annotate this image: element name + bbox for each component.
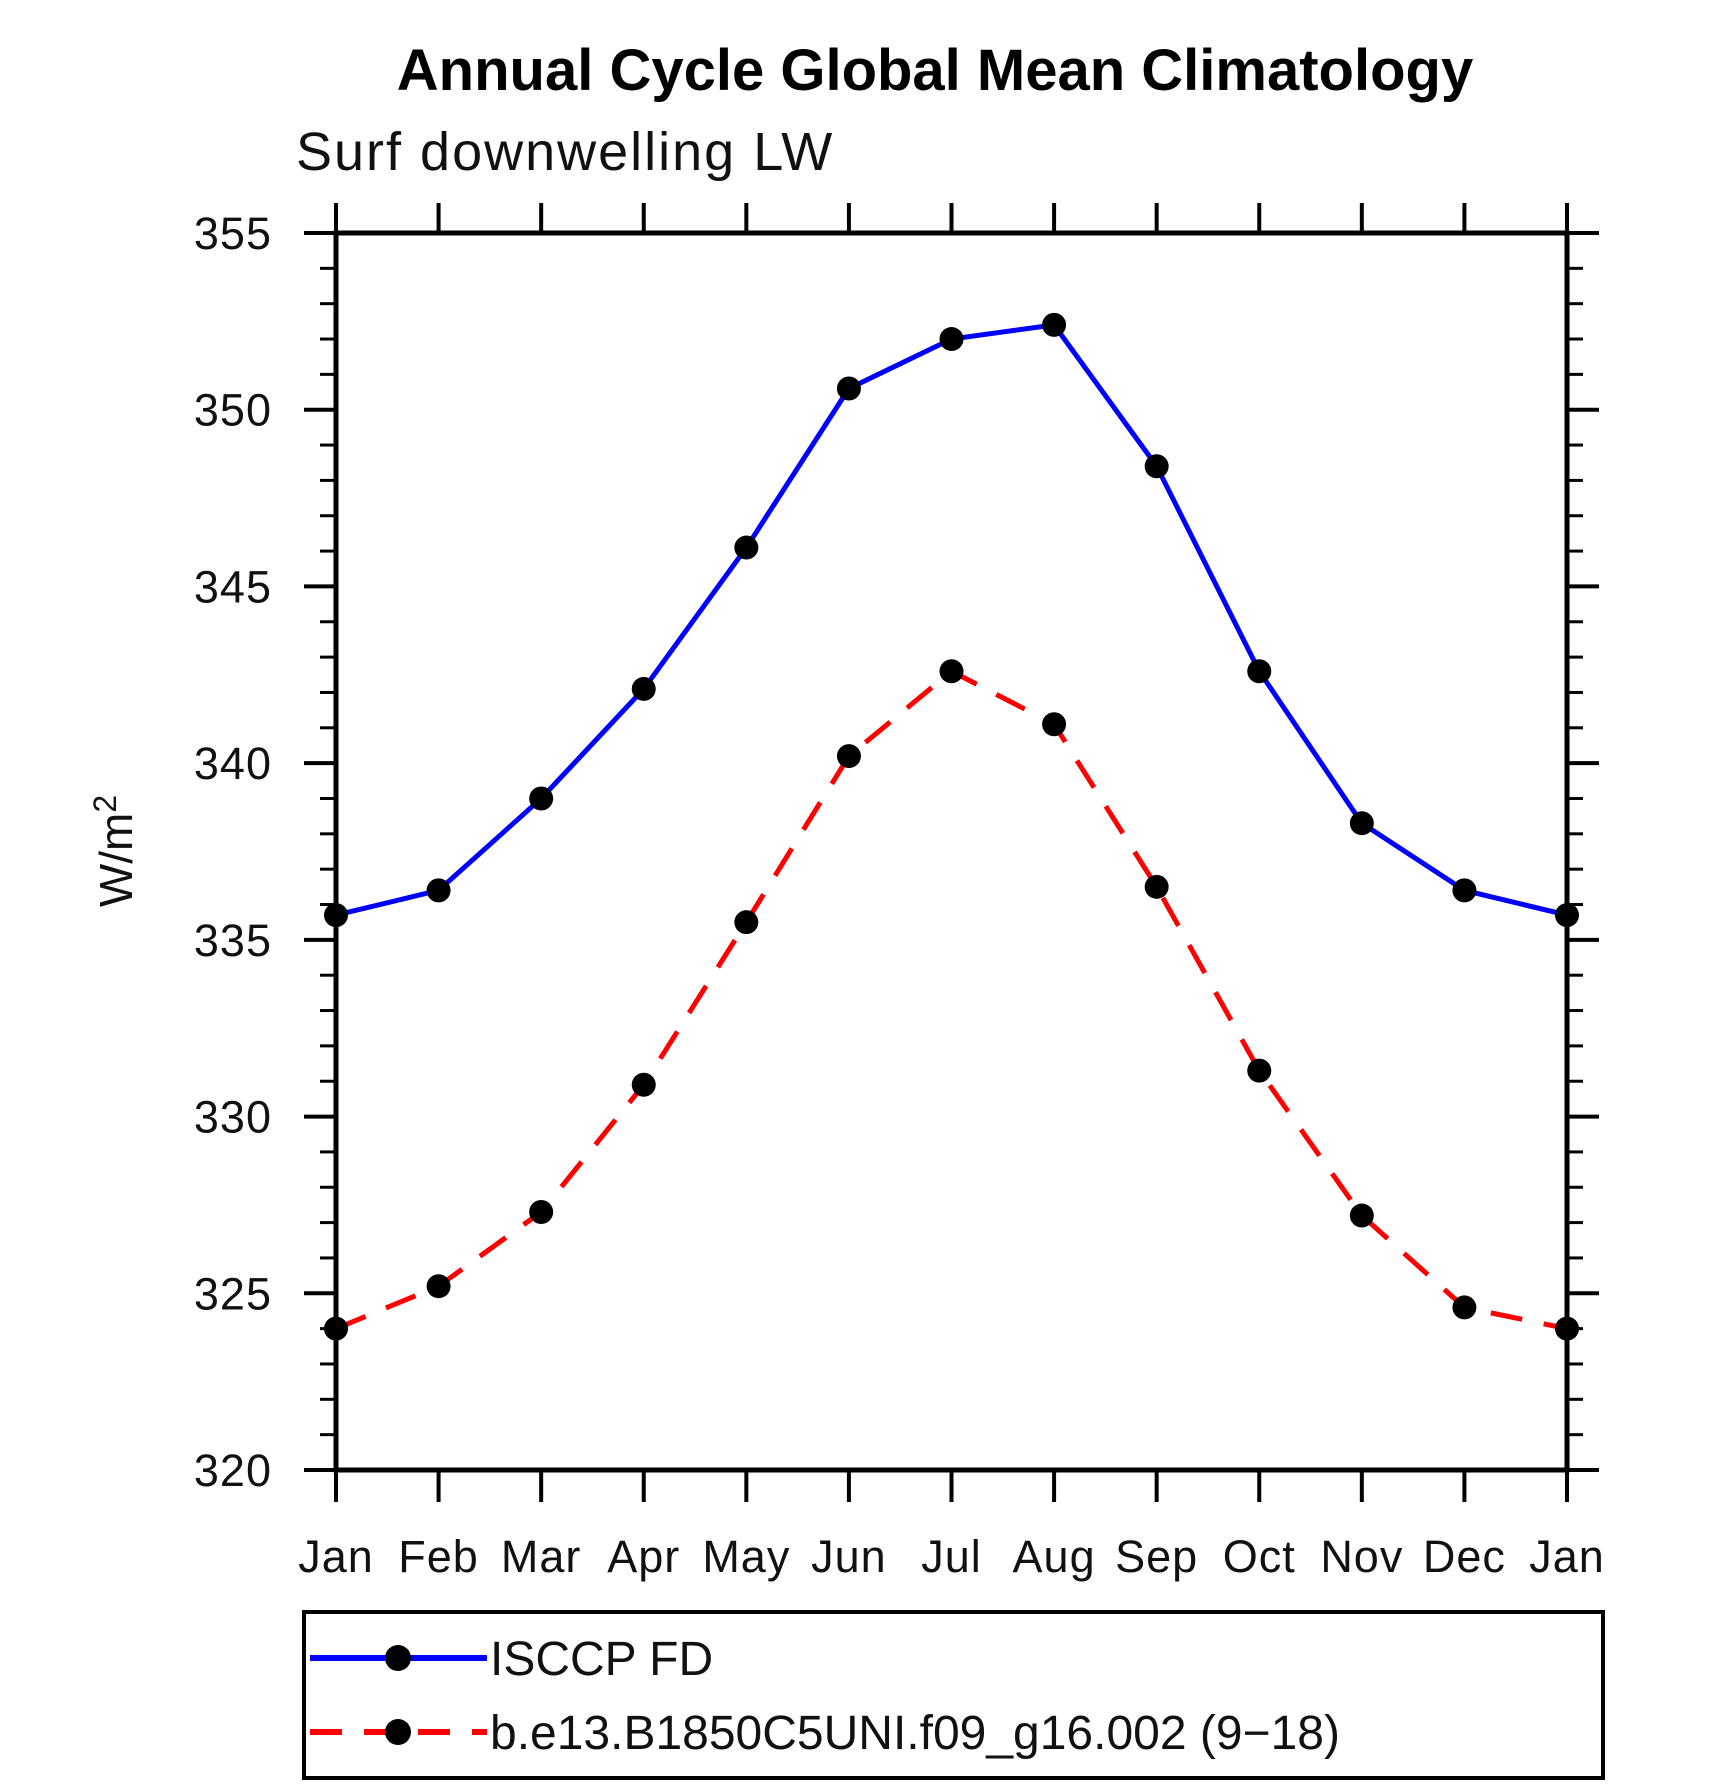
chart-title: Annual Cycle Global Mean Climatology bbox=[397, 38, 1473, 103]
y-tick-label: 355 bbox=[194, 208, 272, 259]
data-point-series0-Aug-7 bbox=[1042, 312, 1067, 337]
legend-label-model: b.e13.B1850C5UNI.f09_g16.002 (9−18) bbox=[490, 1707, 1340, 1760]
y-tick-label: 350 bbox=[194, 385, 272, 436]
x-tick-label: Mar bbox=[501, 1531, 582, 1582]
data-point-series0-Apr-3 bbox=[631, 676, 656, 701]
data-point-series1-Jun-5 bbox=[836, 744, 861, 769]
data-point-series1-May-4 bbox=[734, 910, 759, 935]
data-point-series1-Dec-11 bbox=[1452, 1295, 1477, 1320]
data-point-series0-Jun-5 bbox=[836, 376, 861, 401]
y-tick-label: 345 bbox=[194, 561, 272, 612]
data-point-series1-Mar-2 bbox=[529, 1199, 554, 1224]
x-tick-label: Apr bbox=[607, 1531, 680, 1582]
y-tick-label: 335 bbox=[194, 915, 272, 966]
series-group bbox=[324, 312, 1579, 1341]
series-line-1 bbox=[335, 668, 1568, 1332]
y-axis-label: W/m2 bbox=[87, 795, 142, 907]
x-tick-label: Jul bbox=[921, 1531, 982, 1582]
data-point-series0-May-4 bbox=[734, 535, 759, 560]
x-axis-ticks: Jan Feb Mar Apr May Jun Jul Aug Sep Oct Nov Dec Jan bbox=[298, 203, 1605, 1582]
legend: ISCCP FD b.e13.B1850C5UNI.f09_g16.002 (9… bbox=[302, 1610, 1605, 1780]
data-point-series1-Oct-9 bbox=[1247, 1058, 1272, 1083]
y-tick-label: 340 bbox=[194, 738, 272, 789]
data-point-series1-Jan-12 bbox=[1555, 1316, 1579, 1341]
x-tick-label: Dec bbox=[1423, 1531, 1506, 1582]
data-point-series0-Oct-9 bbox=[1247, 659, 1272, 684]
data-point-series0-Sep-8 bbox=[1144, 454, 1169, 479]
series-line-0 bbox=[335, 322, 1568, 918]
y-axis-label-base: W/m bbox=[90, 813, 142, 908]
x-tick-label: May bbox=[702, 1531, 790, 1582]
data-point-series0-Jul-6 bbox=[939, 327, 964, 352]
data-point-series1-Feb-1 bbox=[426, 1274, 451, 1299]
x-tick-label: Jan bbox=[1529, 1531, 1605, 1582]
chart-subtitle: Surf downwelling LW bbox=[296, 122, 834, 182]
x-tick-label: Oct bbox=[1223, 1531, 1296, 1582]
data-point-series1-Jul-6 bbox=[939, 659, 964, 684]
data-point-series0-Mar-2 bbox=[529, 786, 554, 811]
data-point-series1-Jan-0 bbox=[324, 1316, 348, 1341]
legend-label-isccp-fd: ISCCP FD bbox=[490, 1633, 713, 1686]
data-point-series0-Feb-1 bbox=[426, 878, 451, 903]
data-point-series0-Jan-12 bbox=[1555, 903, 1579, 928]
legend-box bbox=[302, 1610, 1605, 1780]
y-tick-label: 325 bbox=[194, 1268, 272, 1319]
data-point-series0-Jan-0 bbox=[324, 903, 348, 928]
data-point-series1-Apr-3 bbox=[631, 1072, 656, 1097]
x-tick-label: Jan bbox=[298, 1531, 374, 1582]
x-tick-label: Jun bbox=[811, 1531, 887, 1582]
x-tick-label: Nov bbox=[1320, 1531, 1403, 1582]
y-tick-label: 330 bbox=[194, 1092, 272, 1143]
y-axis-label-exponent: 2 bbox=[87, 795, 123, 813]
y-tick-label: 320 bbox=[194, 1445, 272, 1496]
plot-area-border bbox=[333, 230, 1570, 1473]
data-point-series0-Nov-10 bbox=[1349, 811, 1374, 836]
data-point-series1-Sep-8 bbox=[1144, 874, 1169, 899]
legend-marker-model bbox=[385, 1719, 411, 1745]
data-point-series0-Dec-11 bbox=[1452, 878, 1477, 903]
x-tick-label: Aug bbox=[1013, 1531, 1096, 1582]
x-tick-label: Feb bbox=[398, 1531, 479, 1582]
data-point-series1-Nov-10 bbox=[1349, 1203, 1374, 1228]
data-point-series1-Aug-7 bbox=[1042, 712, 1067, 737]
x-tick-label: Sep bbox=[1115, 1531, 1198, 1582]
legend-marker-isccp-fd bbox=[385, 1645, 411, 1671]
